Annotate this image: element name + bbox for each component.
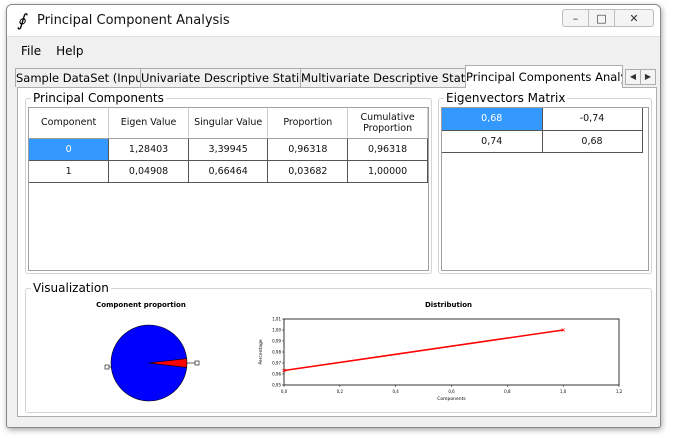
series-line-0	[283, 329, 564, 372]
grid-cell[interactable]: 3,39945	[188, 138, 269, 161]
eigenvectors-table: 0,68 -0,74 0,74 0,68	[442, 108, 643, 153]
table-row[interactable]: 0,74 0,68	[442, 130, 643, 153]
close-button[interactable]: ✕	[614, 9, 654, 27]
x-tick-label: 0,2	[337, 389, 344, 394]
table-row[interactable]: 1 0,04908 0,66464 0,03682 1,00000	[29, 160, 428, 183]
grid-cell[interactable]: 1,00000	[347, 160, 428, 183]
x-tick-label: 0,0	[281, 389, 288, 394]
tab-strip: Sample DataSet (Input) Univariate Descri…	[15, 65, 656, 88]
y-axis-label: Percentage	[258, 339, 264, 365]
tab-univariate-statistics[interactable]: Univariate Descriptive Statistics	[140, 68, 301, 87]
tab-scroll-right-icon[interactable]: ▶	[640, 69, 656, 85]
grid-cell[interactable]: 1	[29, 160, 110, 183]
principal-components-grid[interactable]: Component Eigen Value Singular Value Pro…	[28, 107, 429, 271]
line-chart-title: Distribution	[424, 301, 473, 309]
principal-components-title: Principal Components	[31, 90, 166, 106]
grid-cell[interactable]: 0	[29, 138, 110, 161]
pie-chart-title: Component proportion	[96, 301, 186, 309]
menu-file[interactable]: File	[21, 44, 42, 58]
table-row[interactable]: 0 1,28403 3,39945 0,96318 0,96318	[29, 138, 428, 161]
main-window: ∮ Principal Component Analysis – □ ✕ Fil…	[6, 4, 661, 428]
column-header-component[interactable]: Component	[29, 108, 110, 139]
grid-cell[interactable]: 0,04908	[108, 160, 189, 183]
x-tick-label: 0,4	[392, 389, 399, 394]
column-header-singular-value[interactable]: Singular Value	[188, 108, 269, 139]
y-tick-label: 0,99	[272, 339, 281, 344]
y-tick-label: 0,95	[272, 383, 281, 388]
principal-components-table: Component Eigen Value Singular Value Pro…	[29, 108, 428, 183]
y-tick-label: 0,97	[272, 361, 281, 366]
eigenvectors-grid[interactable]: 0,68 -0,74 0,74 0,68	[441, 107, 649, 271]
column-header-proportion[interactable]: Proportion	[267, 108, 349, 139]
window-controls: – □ ✕	[562, 9, 654, 27]
eigenvectors-group: Eigenvectors Matrix 0,68 -0,74 0,74 0,68	[438, 90, 652, 274]
column-header-eigen-value[interactable]: Eigen Value	[108, 108, 189, 139]
y-tick-label: 0,98	[272, 350, 281, 355]
visualization-title: Visualization	[31, 280, 111, 296]
y-tick-label: 1,01	[272, 317, 281, 322]
pie-slice-0	[110, 324, 188, 402]
x-tick-label: 0,6	[448, 389, 455, 394]
y-tick-label: 0,96	[272, 372, 281, 377]
tab-scroll-left-icon[interactable]: ◀	[625, 69, 641, 85]
x-tick-label: 1,2	[616, 389, 623, 394]
principal-components-group: Principal Components Component Eigen Val…	[25, 90, 432, 274]
grid-header-row: Component Eigen Value Singular Value Pro…	[29, 108, 428, 139]
y-tick-label: 1,00	[272, 328, 281, 333]
table-row[interactable]: 0,68 -0,74	[442, 108, 643, 131]
grid-cell[interactable]: 0,66464	[188, 160, 269, 183]
maximize-button[interactable]: □	[588, 9, 615, 27]
menu-help[interactable]: Help	[56, 44, 84, 58]
window-title: Principal Component Analysis	[37, 13, 230, 28]
grid-cell[interactable]: 0,68	[442, 108, 543, 131]
title-bar[interactable]: ∮ Principal Component Analysis – □ ✕	[7, 5, 660, 37]
pie-slice-1	[148, 358, 188, 368]
visualization-group: Visualization Component proportion Distr…	[25, 280, 652, 413]
menu-bar: File Help	[15, 41, 92, 61]
grid-cell[interactable]: 0,03682	[267, 160, 349, 183]
plot-area	[283, 318, 620, 386]
x-tick-label: 1,0	[560, 389, 567, 394]
pie-label-marker	[194, 360, 200, 366]
eigenvectors-title: Eigenvectors Matrix	[444, 90, 568, 106]
x-tick-label: 0,8	[504, 389, 511, 394]
app-icon: ∮	[17, 11, 26, 31]
grid-cell[interactable]: -0,74	[542, 108, 643, 131]
pie-label-marker	[104, 364, 110, 370]
tab-multivariate-statistics[interactable]: Multivariate Descriptive Statistics	[300, 68, 466, 87]
line-chart: 0,0 0,2 0,4 0,6 0,8 1,0 1,2 0,95 0,96 0,97 0,98 0,9…	[258, 317, 623, 403]
grid-cell[interactable]: 1,28403	[108, 138, 189, 161]
minimize-button[interactable]: –	[562, 9, 589, 27]
series-point	[561, 328, 565, 332]
tab-sample-dataset[interactable]: Sample DataSet (Input)	[15, 68, 141, 87]
grid-cell[interactable]: 0,96318	[267, 138, 349, 161]
grid-cell[interactable]: 0,96318	[347, 138, 428, 161]
pie-chart	[104, 324, 200, 402]
grid-cell[interactable]: 0,68	[542, 130, 643, 153]
x-axis-label: Components	[437, 396, 466, 402]
series-point	[282, 368, 286, 373]
tab-content: Principal Components Component Eigen Val…	[17, 87, 657, 417]
column-header-cumulative-proportion[interactable]: Cumulative Proportion	[347, 108, 428, 139]
grid-cell[interactable]: 0,74	[442, 130, 543, 153]
tab-principal-components[interactable]: Principal Components Analysis	[465, 65, 623, 88]
